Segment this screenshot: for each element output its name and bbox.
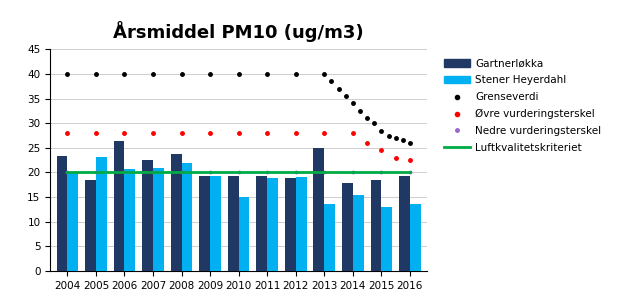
- Bar: [324, 204, 335, 271]
- Bar: [313, 148, 324, 271]
- Bar: [142, 160, 153, 271]
- Bar: [210, 176, 221, 271]
- Bar: [285, 178, 296, 271]
- Bar: [181, 163, 192, 271]
- Legend: Gartnerløkka, Stener Heyerdahl, Grenseverdi, Øvre vurderingsterskel, Nedre vurde: Gartnerløkka, Stener Heyerdahl, Grenseve…: [440, 55, 605, 157]
- Title: Årsmiddel PM10 (ug/m3): Årsmiddel PM10 (ug/m3): [113, 21, 364, 42]
- Bar: [57, 156, 67, 271]
- Bar: [96, 157, 107, 271]
- Bar: [353, 195, 364, 271]
- Bar: [228, 176, 239, 271]
- Bar: [114, 141, 124, 271]
- Bar: [171, 154, 181, 271]
- Bar: [267, 178, 278, 271]
- Bar: [342, 183, 353, 271]
- Bar: [296, 177, 306, 271]
- Bar: [153, 168, 164, 271]
- Bar: [410, 204, 421, 271]
- Bar: [256, 176, 267, 271]
- Bar: [239, 197, 249, 271]
- Bar: [399, 176, 410, 271]
- Bar: [199, 176, 210, 271]
- Bar: [67, 172, 78, 271]
- Bar: [85, 180, 96, 271]
- Bar: [371, 180, 381, 271]
- Bar: [381, 207, 392, 271]
- Bar: [124, 168, 135, 271]
